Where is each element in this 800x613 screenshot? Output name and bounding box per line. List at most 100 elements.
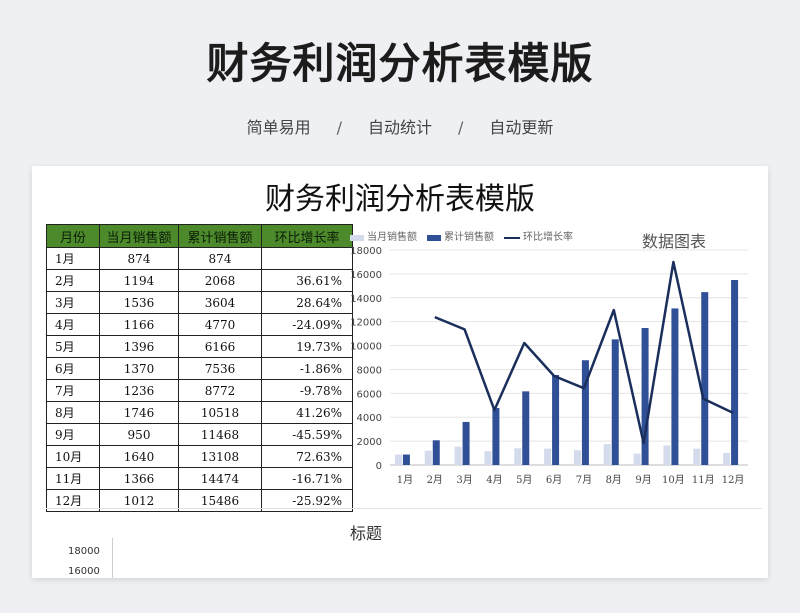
x-tick-label: 12月 (722, 474, 745, 486)
cell-monthly-sales: 874 (99, 247, 179, 270)
cell-mom-growth: 19.73% (261, 335, 353, 358)
second-chart-tick: 16000 (68, 566, 100, 577)
cell-month: 2月 (46, 269, 100, 292)
bar-monthly-sales (723, 452, 731, 465)
cell-month: 3月 (46, 291, 100, 314)
sales-table: 月份 当月销售额 累计销售额 环比增长率 1月 874 874 2月 1194 2068 3… (46, 224, 353, 512)
second-chart-axis (112, 538, 113, 578)
bar-cumulative-sales (611, 339, 619, 465)
y-tick-label: 10000 (350, 342, 382, 353)
cell-mom-growth: -45.59% (261, 423, 353, 446)
bar-cumulative-sales (671, 308, 679, 465)
bar-cumulative-sales (641, 328, 649, 465)
cell-cumulative-sales: 11468 (178, 423, 262, 446)
bar-cumulative-sales (432, 440, 440, 465)
cell-month: 8月 (46, 401, 100, 424)
column-header-mom-growth: 环比增长率 (261, 224, 353, 248)
cell-month: 1月 (46, 247, 100, 270)
y-tick-label: 8000 (357, 365, 382, 376)
column-header-monthly-sales: 当月销售额 (99, 224, 179, 248)
cell-month: 10月 (46, 445, 100, 468)
page-title: 财务利润分析表模版 (206, 39, 594, 88)
cell-mom-growth: 41.26% (261, 401, 353, 424)
table-body: 1月 874 874 2月 1194 2068 36.61% 3月 1536 3604 28.64%… (46, 247, 353, 512)
bar-monthly-sales (663, 445, 671, 465)
cell-mom-growth: -24.09% (261, 313, 353, 336)
cell-mom-growth: 36.61% (261, 269, 353, 292)
cell-monthly-sales: 1194 (99, 269, 179, 292)
bar-cumulative-sales (522, 391, 530, 465)
x-tick-label: 7月 (576, 474, 592, 486)
chart-plot: 0 2000 4000 6000 8000 10000 12000 14000 16000 180… (350, 246, 748, 486)
cell-month: 11月 (46, 467, 100, 490)
table-row: 7月 1236 8772 -9.78% (46, 379, 353, 402)
cell-mom-growth: -9.78% (261, 379, 353, 402)
cell-monthly-sales: 1640 (99, 445, 179, 468)
bar-monthly-sales (633, 453, 641, 465)
cell-cumulative-sales: 874 (178, 247, 262, 270)
y-tick-label: 2000 (357, 437, 382, 448)
bar-monthly-sales (424, 450, 432, 465)
table-row: 10月 1640 13108 72.63% (46, 445, 353, 468)
x-tick-label: 1月 (397, 474, 413, 486)
bar-cumulative-sales (731, 280, 739, 465)
bar-monthly-sales (454, 446, 462, 465)
cell-monthly-sales: 1746 (99, 401, 179, 424)
legend-item-growth: 环比增长率 (504, 228, 573, 243)
table-row: 9月 950 11468 -45.59% (46, 423, 353, 446)
x-tick-label: 2月 (427, 474, 443, 486)
tagline: 简单易用 / 自动统计 / 自动更新 (0, 114, 800, 138)
cell-mom-growth: 28.64% (261, 291, 353, 314)
x-tick-label: 4月 (486, 474, 502, 486)
table-row: 8月 1746 10518 41.26% (46, 401, 353, 424)
cell-month: 4月 (46, 313, 100, 336)
legend-swatch-monthly (350, 234, 364, 241)
divider (46, 508, 762, 509)
legend-item-cumulative: 累计销售额 (427, 228, 494, 243)
cell-mom-growth: -1.86% (261, 357, 353, 380)
y-tick-label: 0 (376, 461, 382, 472)
bar-cumulative-sales (552, 374, 560, 465)
chart-title: 数据图表 (642, 232, 707, 251)
cell-monthly-sales: 1236 (99, 379, 179, 402)
bar-monthly-sales (693, 448, 701, 465)
cell-cumulative-sales: 10518 (178, 401, 262, 424)
legend-label-monthly: 当月销售额 (367, 232, 417, 243)
tag-auto-update: 自动更新 (489, 118, 554, 137)
column-header-cumulative-sales: 累计销售额 (178, 224, 262, 248)
spreadsheet-preview: 财务利润分析表模版 月份 当月销售额 累计销售额 环比增长率 1月 874 874 2… (32, 166, 768, 578)
x-tick-label: 8月 (606, 474, 622, 486)
cell-monthly-sales: 1396 (99, 335, 179, 358)
table-row: 3月 1536 3604 28.64% (46, 291, 353, 314)
x-tick-label: 11月 (692, 474, 715, 486)
cell-cumulative-sales: 14474 (178, 467, 262, 490)
table-row: 12月 1012 15486 -25.92% (46, 489, 353, 512)
cell-month: 12月 (46, 489, 100, 512)
bar-monthly-sales (394, 454, 402, 465)
table-row: 1月 874 874 (46, 247, 353, 270)
bar-monthly-sales (484, 451, 492, 465)
cell-cumulative-sales: 2068 (178, 269, 262, 292)
cell-month: 5月 (46, 335, 100, 358)
cell-cumulative-sales: 4770 (178, 313, 262, 336)
x-tick-label: 5月 (516, 474, 532, 486)
cell-month: 6月 (46, 357, 100, 380)
table-row: 4月 1166 4770 -24.09% (46, 313, 353, 336)
x-tick-label: 3月 (456, 474, 472, 486)
y-tick-label: 4000 (357, 413, 382, 424)
legend-label-growth: 环比增长率 (523, 232, 573, 243)
bar-monthly-sales (573, 450, 581, 465)
bar-monthly-sales (514, 448, 522, 465)
cell-mom-growth (261, 247, 353, 270)
cell-cumulative-sales: 7536 (178, 357, 262, 380)
bar-monthly-sales (603, 444, 611, 465)
bar-monthly-sales (544, 448, 552, 465)
cell-cumulative-sales: 6166 (178, 335, 262, 358)
cell-monthly-sales: 1370 (99, 357, 179, 380)
tag-easy: 简单易用 (246, 118, 311, 137)
second-chart-title: 标题 (349, 524, 382, 543)
legend-label-cumulative: 累计销售额 (444, 232, 494, 243)
legend-swatch-cumulative (427, 234, 441, 241)
bar-cumulative-sales (492, 408, 500, 465)
tag-separator: / (336, 118, 342, 137)
